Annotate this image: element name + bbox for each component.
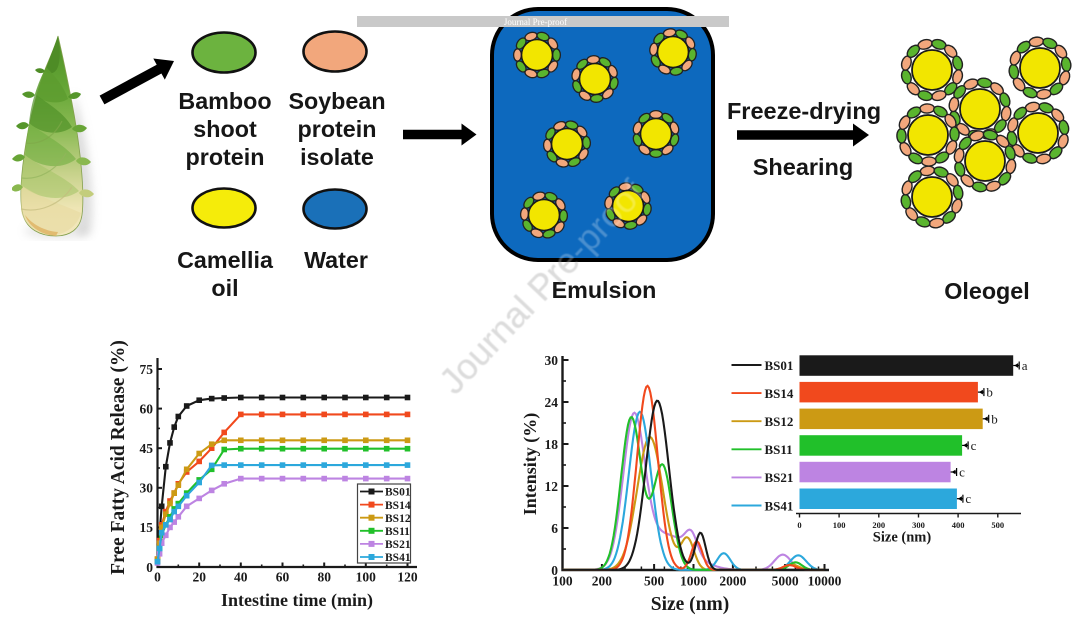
svg-text:40: 40 [234,570,248,585]
svg-text:Free Fatty Acid Release (%): Free Fatty Acid Release (%) [108,340,129,575]
svg-text:500: 500 [644,574,665,589]
svg-text:45: 45 [140,441,154,456]
svg-text:BS11: BS11 [385,526,410,538]
svg-text:20: 20 [192,570,206,585]
svg-text:BS12: BS12 [765,414,794,429]
svg-text:BS21: BS21 [765,470,794,485]
svg-text:100: 100 [552,574,573,589]
svg-text:30: 30 [140,481,154,496]
svg-text:a: a [1022,358,1028,373]
svg-text:Size (nm): Size (nm) [651,594,730,615]
svg-text:5000: 5000 [772,574,799,589]
svg-text:2000: 2000 [719,574,746,589]
svg-text:b: b [986,385,993,400]
svg-text:0: 0 [154,570,161,585]
svg-text:c: c [965,491,971,506]
svg-text:BS12: BS12 [385,513,411,525]
svg-text:400: 400 [952,520,965,530]
svg-text:500: 500 [991,520,1004,530]
svg-text:b: b [991,411,998,426]
svg-text:Intensity (%): Intensity (%) [520,413,541,516]
svg-text:BS14: BS14 [385,500,411,512]
svg-text:300: 300 [912,520,925,530]
svg-text:18: 18 [545,437,559,452]
svg-text:BS41: BS41 [765,498,794,513]
svg-text:0: 0 [146,560,153,575]
svg-text:Size (nm): Size (nm) [873,530,932,546]
svg-text:100: 100 [356,570,377,585]
svg-text:200: 200 [872,520,885,530]
svg-text:0: 0 [797,520,801,530]
svg-text:10000: 10000 [808,574,842,589]
svg-text:30: 30 [545,353,559,368]
svg-text:24: 24 [545,395,559,410]
svg-text:100: 100 [833,520,846,530]
svg-text:BS01: BS01 [385,487,411,499]
svg-text:120: 120 [397,570,418,585]
svg-text:200: 200 [592,574,613,589]
svg-text:BS11: BS11 [765,442,793,457]
svg-text:80: 80 [317,570,331,585]
svg-text:BS41: BS41 [385,552,411,564]
svg-text:0: 0 [551,563,558,578]
svg-text:c: c [959,465,965,480]
svg-text:12: 12 [545,479,559,494]
svg-text:BS14: BS14 [765,386,794,401]
svg-text:75: 75 [140,362,154,377]
svg-text:BS01: BS01 [765,358,794,373]
svg-text:60: 60 [140,401,154,416]
svg-text:1000: 1000 [680,574,707,589]
svg-text:15: 15 [140,520,154,535]
svg-text:60: 60 [276,570,290,585]
svg-text:6: 6 [551,521,558,536]
svg-text:BS21: BS21 [385,539,411,551]
svg-text:Intestine time (min): Intestine time (min) [221,590,373,611]
svg-text:c: c [971,438,977,453]
